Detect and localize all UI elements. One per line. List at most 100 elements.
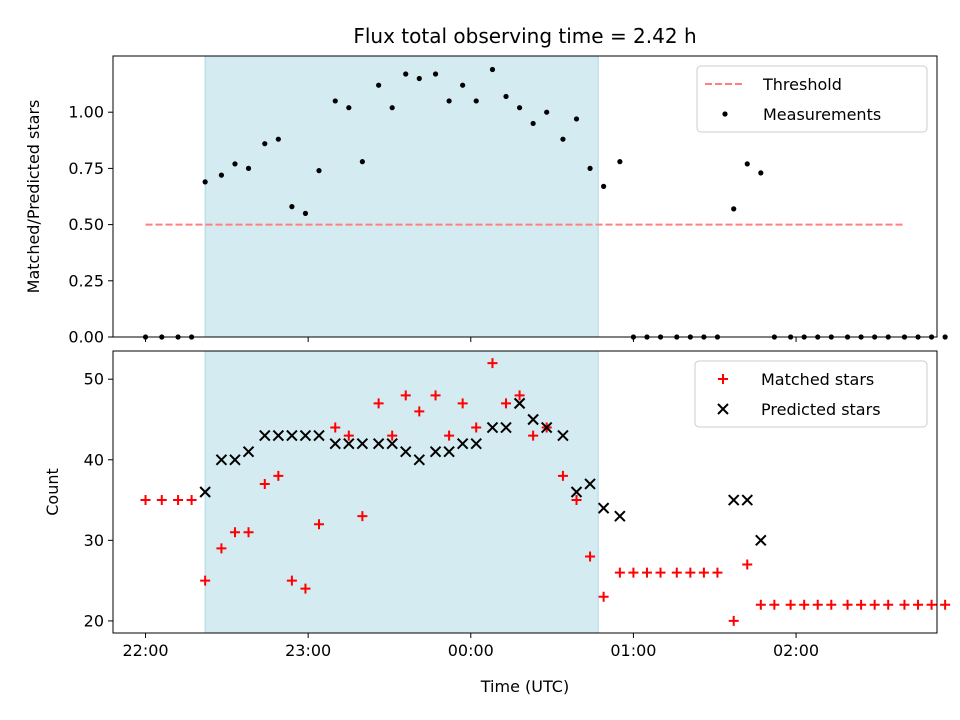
data-point — [744, 161, 750, 167]
data-point — [372, 437, 385, 450]
shaded-region — [204, 350, 599, 634]
data-point — [416, 75, 422, 82]
legend-label: Measurements — [763, 105, 881, 124]
data-point — [156, 495, 167, 506]
x-tick-label: 01:00 — [610, 641, 656, 660]
data-point — [387, 430, 398, 441]
data-point — [456, 437, 469, 450]
data-point — [400, 390, 411, 401]
data-point — [489, 66, 496, 73]
data-point — [243, 527, 254, 538]
series-matched-stars — [140, 358, 951, 626]
data-point — [332, 98, 338, 104]
data-point — [173, 495, 184, 506]
y-tick-label: 0.25 — [68, 271, 104, 290]
data-point — [584, 478, 596, 490]
legend-label: Predicted stars — [761, 400, 881, 419]
data-point — [215, 454, 228, 466]
data-point — [470, 437, 482, 450]
data-point — [486, 421, 499, 434]
data-point — [557, 470, 568, 481]
data-point — [259, 429, 271, 442]
data-point — [446, 98, 452, 104]
data-point — [444, 430, 455, 441]
data-point — [275, 136, 281, 142]
data-point — [373, 398, 384, 409]
data-point — [229, 527, 240, 538]
data-point — [346, 105, 352, 111]
data-point — [560, 136, 566, 142]
y-tick-label: 20 — [84, 611, 104, 630]
x-tick-label: 02:00 — [773, 641, 819, 660]
data-point — [302, 210, 309, 216]
data-point — [414, 406, 425, 417]
data-point — [286, 575, 297, 586]
data-point — [698, 567, 709, 578]
data-point — [376, 82, 382, 88]
data-point — [597, 502, 610, 514]
data-point — [883, 599, 894, 610]
data-point — [926, 599, 937, 610]
data-point — [513, 397, 526, 410]
data-point — [487, 358, 498, 369]
shaded-region — [204, 55, 599, 338]
data-point — [429, 446, 442, 458]
data-point — [655, 567, 666, 578]
data-point — [457, 398, 468, 409]
data-point — [430, 390, 441, 401]
data-point — [601, 183, 607, 189]
data-point — [140, 495, 151, 506]
data-point — [314, 519, 324, 530]
data-point — [330, 422, 341, 433]
x-tick-label: 22:00 — [122, 641, 168, 660]
top-y-axis-label: Matched/Predicted stars — [24, 100, 43, 294]
data-point — [598, 591, 609, 602]
y-tick-label: 40 — [84, 450, 104, 469]
x-tick-label: 23:00 — [285, 641, 331, 660]
data-point — [641, 567, 652, 578]
data-point — [272, 429, 285, 442]
y-tick-label: 0.00 — [68, 328, 104, 347]
data-point — [216, 543, 227, 554]
data-point — [259, 478, 270, 489]
data-point — [242, 446, 255, 458]
bottom-y-axis-label: Count — [43, 468, 62, 516]
data-point — [530, 120, 536, 127]
data-point — [731, 206, 737, 212]
data-point — [712, 567, 723, 578]
data-point — [758, 170, 764, 176]
data-point — [742, 559, 753, 570]
data-point — [812, 599, 823, 610]
y-tick-label: 0.50 — [68, 215, 104, 234]
data-point — [460, 82, 466, 88]
y-tick-label: 30 — [84, 531, 104, 550]
data-point — [471, 422, 482, 433]
data-point — [728, 615, 739, 626]
data-point — [229, 454, 241, 466]
y-tick-label: 0.75 — [68, 159, 104, 178]
data-point — [769, 599, 780, 610]
data-point — [528, 430, 539, 441]
data-point — [826, 599, 837, 610]
data-point — [500, 421, 512, 434]
legend-handle — [717, 403, 729, 415]
data-point — [400, 446, 412, 458]
data-point — [432, 71, 439, 77]
data-point — [899, 599, 910, 610]
bottom-panel: Count Time (UTC) 20 30 40 50 22:00 23:00 00:00… — [43, 350, 951, 696]
axes-frame — [112, 55, 938, 338]
data-point — [799, 599, 810, 610]
data-point — [273, 470, 284, 481]
top-panel: Flux total observing time = 2.42 h Match… — [24, 24, 948, 347]
data-point — [614, 510, 626, 522]
data-point — [628, 567, 639, 578]
data-point — [785, 599, 796, 610]
data-point — [573, 116, 580, 122]
series-measurements — [142, 66, 948, 340]
data-point — [199, 486, 211, 498]
y-tick-label: 1.00 — [68, 103, 104, 122]
series-predicted-stars — [199, 397, 767, 547]
data-point — [200, 575, 211, 586]
data-point — [232, 161, 238, 167]
